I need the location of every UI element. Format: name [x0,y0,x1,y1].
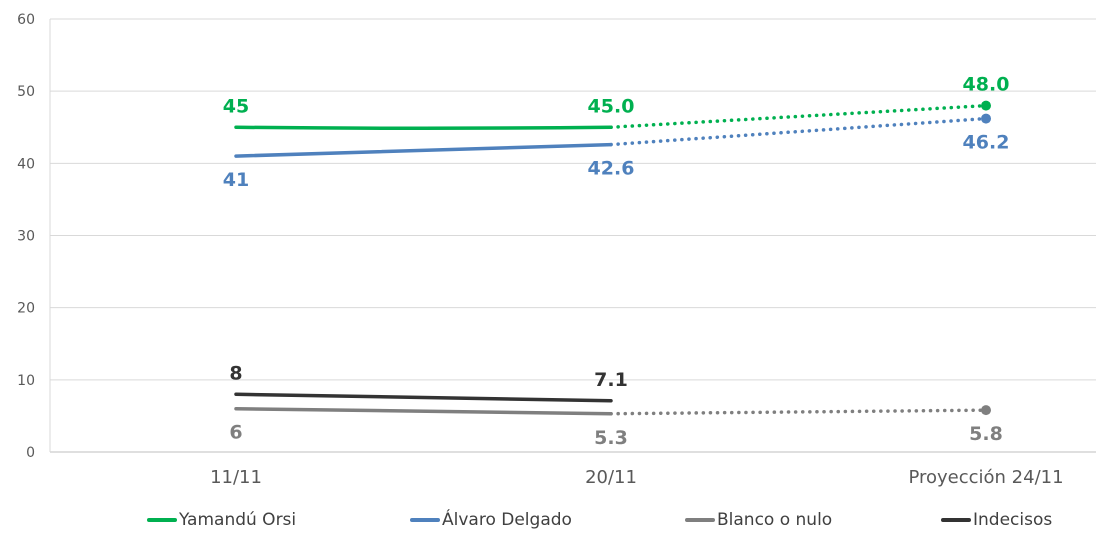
projection-line-blanco-o-nulo [609,408,988,416]
legend-item-blanco-o-nulo: Blanco o nulo [685,505,832,535]
legend-swatch [410,518,440,522]
data-label-indecisos: 8 [229,362,242,384]
projection-point-blanco-o-nulo [981,405,991,416]
line-chart: 0 10 20 30 40 50 60 11/11 20/11 Proyección 24/11… [17,12,1096,488]
projection-point-alvaro-delgado [981,113,991,124]
projection-line-yamandu-orsi [609,103,988,129]
series-line-yamandu-orsi [234,125,613,130]
x-tick-label: 11/11 [210,467,262,488]
data-label-alvaro-delgado: 42.6 [588,158,635,180]
projection-point-yamandu-orsi [981,100,991,111]
legend-item-alvaro-delgado: Álvaro Delgado [410,505,572,535]
y-axis-ticks: 0 10 20 30 40 50 60 [17,12,35,461]
x-tick-label: 20/11 [585,467,637,488]
series-lines [234,100,991,416]
x-axis-ticks: 11/11 20/11 Proyección 24/11 [210,467,1063,488]
legend-swatch [941,518,971,522]
data-label-yamandu-orsi: 45 [223,95,249,117]
legend: Yamandú Orsi Álvaro Delgado Blanco o nulo I… [0,505,1096,535]
x-tick-label: Proyección 24/11 [908,467,1063,488]
projection-line-alvaro-delgado [609,116,988,147]
data-label-indecisos: 7.1 [594,369,628,391]
y-tick-label: 20 [17,301,35,317]
series-line-alvaro-delgado [234,142,613,158]
legend-item-yamandu-orsi: Yamandú Orsi [147,505,296,535]
data-label-blanco-o-nulo: 5.3 [594,427,628,449]
data-label-alvaro-delgado: 41 [223,169,249,191]
data-label-blanco-o-nulo: 5.8 [969,423,1003,445]
data-labels: 45 45.0 48.0 41 42.6 46.2 6 5.3 5.8 8 7.1 [223,74,1010,449]
legend-label: Yamandú Orsi [179,510,297,530]
series-line-indecisos [234,392,613,403]
legend-label: Indecisos [973,510,1053,530]
y-tick-label: 50 [17,84,35,100]
y-tick-label: 10 [17,373,35,389]
data-label-alvaro-delgado: 46.2 [963,132,1010,154]
legend-label: Blanco o nulo [717,510,833,530]
y-tick-label: 40 [17,156,35,172]
legend-swatch [147,518,177,522]
y-tick-label: 0 [26,445,35,461]
data-label-blanco-o-nulo: 6 [229,422,242,444]
series-line-blanco-o-nulo [234,406,613,416]
legend-item-indecisos: Indecisos [941,505,1052,535]
gridlines [49,18,1096,453]
y-tick-label: 30 [17,229,35,245]
y-tick-label: 60 [17,12,35,28]
legend-swatch [685,518,715,522]
data-label-yamandu-orsi: 45.0 [588,95,635,117]
legend-label: Álvaro Delgado [442,510,572,530]
data-label-yamandu-orsi: 48.0 [963,74,1010,96]
